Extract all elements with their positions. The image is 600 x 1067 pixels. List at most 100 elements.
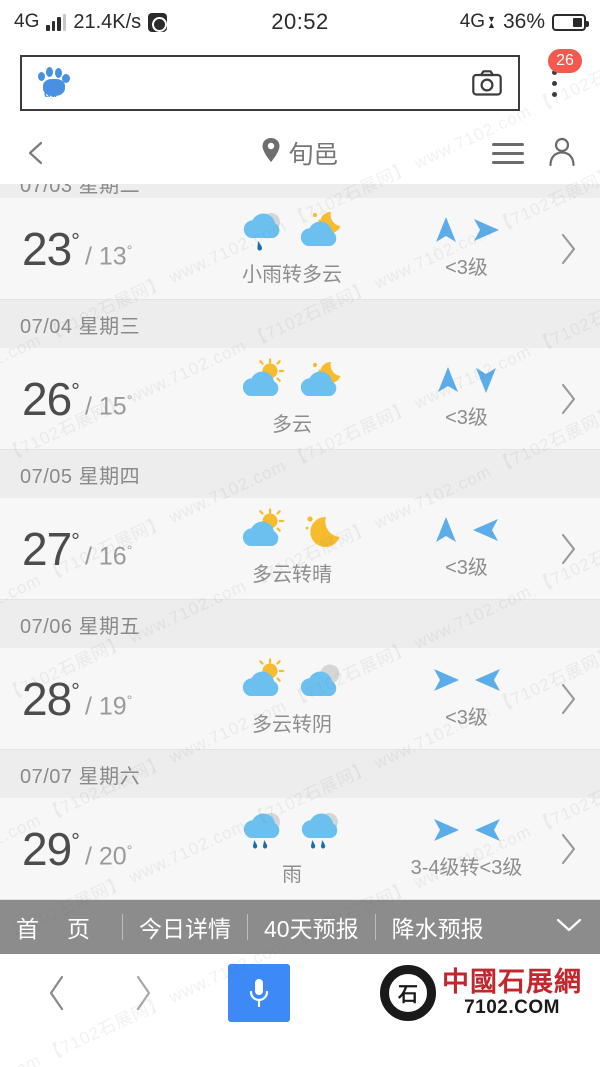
row-chevron-right-icon[interactable] [546,382,590,416]
baidu-du-text: du [44,88,57,100]
back-button[interactable] [22,138,52,168]
arrow-left-icon [474,817,502,848]
condition-icons [239,507,345,559]
moon-cloud-icon [297,208,345,259]
data-arrows-icon: ▼ ▲ [487,14,496,30]
rain-cloud-icon [239,208,287,259]
tab-home-char-1: 首 [16,916,39,942]
bottom-tab-bar: 首 页 今日详情 40天预报 降水预报 [0,900,600,954]
wind-arrows [434,516,500,549]
forecast-row[interactable]: 27° / 16° 多云转晴 <3级 [0,498,600,600]
forecast-list: 07/03 星期二 23° / 13° 小雨转多云 [0,184,600,900]
wind-label: <3级 [445,707,488,729]
date-header: 07/04 星期三 [0,300,600,348]
wind-arrows [432,667,502,697]
condition-label: 多云转晴 [252,564,332,586]
wind-arrows [434,216,500,249]
date-header: 07/06 星期五 [0,600,600,648]
condition-label: 雨 [282,864,302,886]
tab-40day-forecast[interactable]: 40天预报 [264,916,359,942]
arrow-down-icon [474,366,498,399]
camera-icon[interactable] [472,70,502,96]
nav-back-button[interactable] [14,974,100,1012]
search-input[interactable]: du [20,55,520,111]
wind-label: 3-4级转<3级 [410,857,523,879]
brand-text: 中國石展網 7102.COM [442,966,582,1018]
network-right-text: 4G [459,11,486,32]
brand-name: 中國石展網 [442,966,582,997]
forecast-row[interactable]: 29° / 20° 雨 3-4级转<3级 [0,798,600,900]
user-icon[interactable] [546,135,578,172]
arrow-left-icon [472,517,500,548]
hamburger-icon[interactable] [492,142,524,164]
condition-icons [239,210,345,256]
menu-dot [551,80,557,86]
network-type-right-label: 4G ▼ ▲ [460,11,496,33]
wind-arrows [436,366,498,399]
row-chevron-right-icon[interactable] [546,232,590,266]
tab-today-detail[interactable]: 今日详情 [139,916,231,942]
battery-icon [552,13,589,31]
forecast-row[interactable]: 28° / 19° 多云转阴 <3级 [0,648,600,750]
tab-divider [247,914,248,940]
arrow-up-icon [434,516,458,549]
condition-group: 多云转阴 [197,657,387,737]
low-temp: / 15° [84,392,133,421]
arrow-up-icon [436,366,460,399]
date-header: 07/07 星期六 [0,750,600,798]
low-temp: / 20° [84,842,133,871]
row-chevron-right-icon[interactable] [546,832,590,866]
arrow-right-icon [432,817,460,848]
menu-dot [551,69,557,75]
row-chevron-right-icon[interactable] [546,682,590,716]
temperature-group: 28° / 19° [22,672,197,726]
wind-label: <3级 [445,407,488,429]
clock-label: 20:52 [271,9,329,34]
arrow-up-icon [434,216,458,249]
overflow-menu-button[interactable]: 26 [524,49,584,111]
condition-label: 小雨转多云 [242,264,342,286]
network-type-label: 4G [14,11,40,32]
page-header: 旬邑 [0,122,600,184]
nav-forward-button[interactable] [100,974,186,1012]
rain-cloud-icon [239,808,287,859]
high-temp: 29° [22,822,80,875]
condition-label: 多云转阴 [252,714,332,736]
moon-cloud-icon [297,358,345,409]
wind-arrows [432,817,502,847]
brand-url: 7102.COM [464,996,560,1018]
baidu-paw-icon: du [36,67,72,100]
microphone-icon[interactable] [228,963,290,1022]
menu-dot [551,91,557,97]
forecast-row[interactable]: 23° / 13° 小雨转多云 <3级 [0,198,600,300]
forecast-row[interactable]: 26° / 15° 多云 <3级 [0,348,600,450]
sun-cloud-icon [239,657,287,709]
condition-group: 小雨转多云 [197,210,387,287]
battery-percent-label: 36% [502,10,545,33]
chevron-down-icon[interactable] [540,914,584,941]
tab-precipitation-forecast[interactable]: 降水预报 [391,916,484,942]
row-chevron-right-icon[interactable] [546,532,590,566]
tab-divider [122,914,123,940]
condition-group: 多云转晴 [197,507,387,587]
status-bar: 4G 21.4K/s 20:52 4G ▼ ▲ 36% [0,0,600,44]
high-temp: 28° [22,672,80,725]
tab-divider [374,914,376,940]
wind-group: <3级 [387,667,546,730]
wind-group: <3级 [387,366,546,430]
sun-cloud-icon [239,507,287,559]
date-header: 07/05 星期四 [0,450,600,498]
temperature-group: 27° / 16° [22,522,197,576]
date-header-clipped: 07/03 星期二 [0,184,600,198]
sun-cloud-icon [239,357,287,409]
high-temp: 26° [22,372,80,425]
status-bar-right: 4G ▼ ▲ 36% [329,10,589,34]
arrow-left-icon [474,667,502,698]
condition-icons [239,357,345,409]
wind-group: <3级 [387,516,546,580]
rounded-square-icon [148,12,168,32]
brand-seal-icon: 石 [380,964,436,1021]
page-header-actions [492,135,578,172]
tab-home[interactable]: 首 页 [16,910,106,944]
